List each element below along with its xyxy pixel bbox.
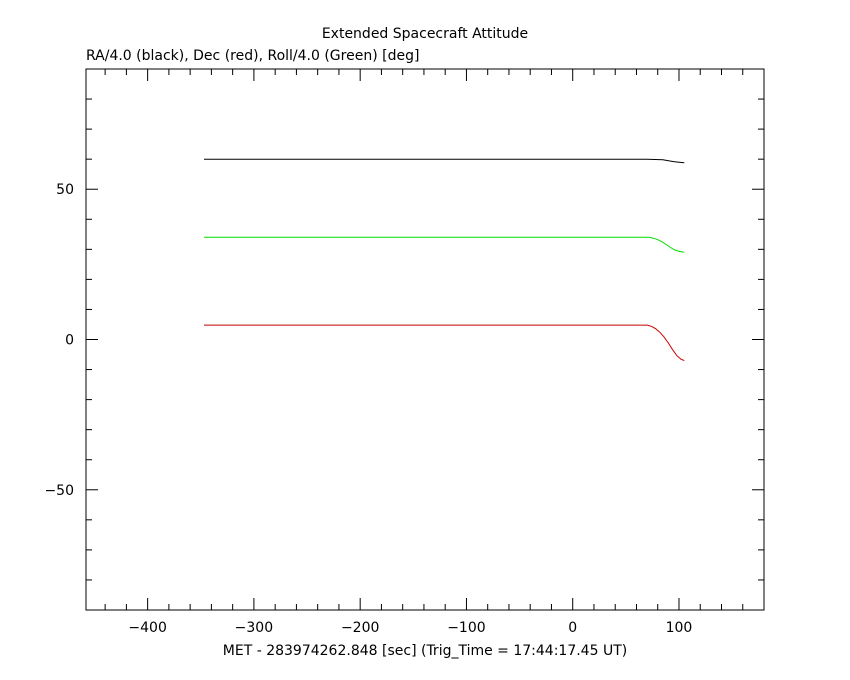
axis-ticks [86,69,765,610]
x-tick-label: −300 [235,620,273,636]
plot-frame [85,68,765,611]
chart-subtitle: RA/4.0 (black), Dec (red), Roll/4.0 (Gre… [86,48,419,64]
series-dec-line [204,324,685,361]
x-tick-label: 0 [568,620,577,636]
x-tick-label: −400 [128,620,166,636]
y-tick-label: 0 [65,333,74,349]
series-group [204,158,685,361]
y-tick-label: −50 [44,483,74,499]
chart-title: Extended Spacecraft Attitude [322,26,528,42]
tick-labels: −400 −300 −200 −100 0 100 −50 0 50 [44,182,692,636]
x-tick-label: −100 [447,620,485,636]
series-ra-line [204,158,685,164]
y-tick-label: 50 [56,182,74,198]
x-tick-label: 100 [666,620,693,636]
series-roll-line [204,236,685,253]
x-axis-label: MET - 283974262.848 [sec] (Trig_Time = 1… [223,643,627,659]
x-tick-label: −200 [341,620,379,636]
